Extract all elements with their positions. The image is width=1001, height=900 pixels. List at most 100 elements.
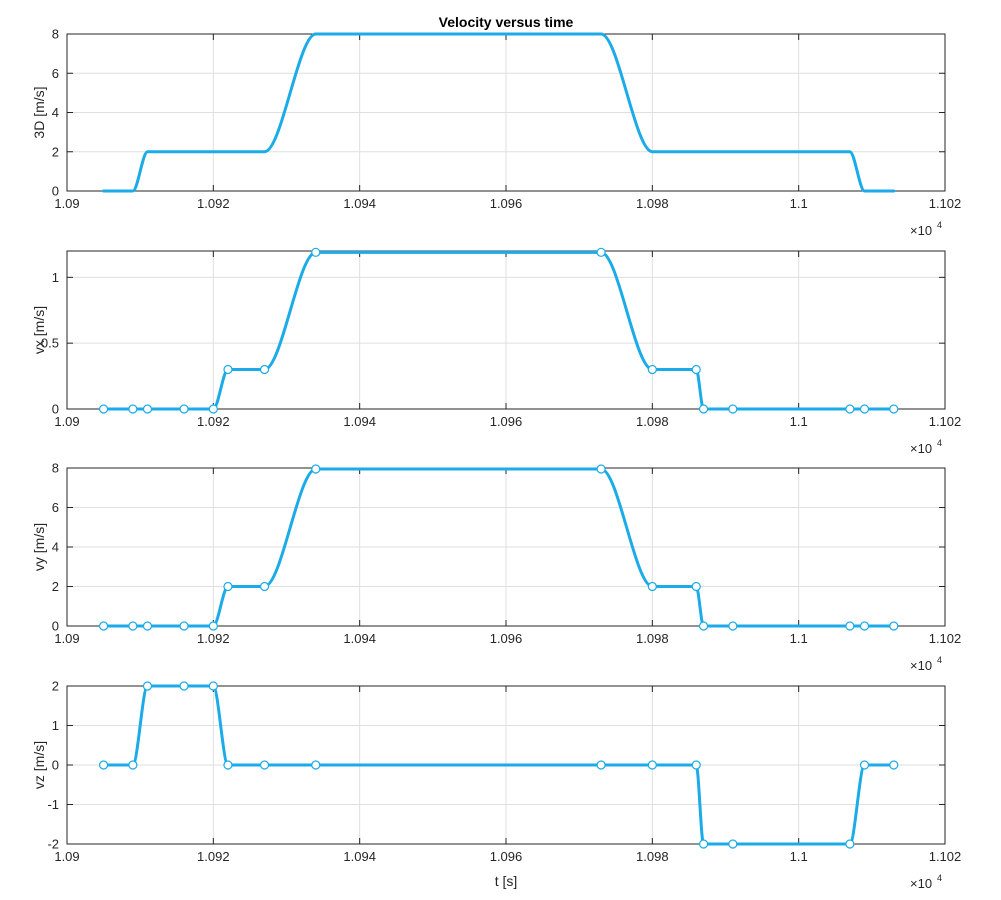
- y-tick-label: 6: [52, 66, 59, 81]
- x-exponent-power: 4: [937, 438, 942, 448]
- data-point: [311, 760, 321, 770]
- data-point: [128, 760, 138, 770]
- data-point: [142, 681, 153, 691]
- data-point: [128, 621, 138, 631]
- data-point: [128, 404, 138, 414]
- y-tick-label: 2: [52, 579, 59, 594]
- data-point: [98, 760, 109, 770]
- x-tick-label: 1.1: [790, 414, 808, 429]
- x-tick-label: 1.102: [929, 849, 962, 864]
- data-point: [889, 404, 899, 414]
- data-point: [596, 247, 606, 257]
- data-point: [647, 364, 657, 375]
- subplot-4: 1.09 1.092 1.094 1.096 1.098 1.1 1.102 ×10 4 -2 -1…: [31, 679, 961, 892]
- x-axis-label: t [s]: [495, 873, 518, 889]
- y-tick-label: 0: [52, 184, 59, 199]
- y-axis-label: 3D [m/s]: [31, 86, 47, 138]
- figure-title: Velocity versus time: [439, 14, 574, 30]
- x-exponent-label: ×10: [910, 876, 932, 891]
- x-exponent-power: 4: [937, 873, 942, 883]
- x-tick-label: 1.092: [197, 196, 230, 211]
- x-exponent-power: 4: [937, 655, 942, 665]
- data-point: [691, 581, 701, 592]
- data-point: [179, 621, 189, 631]
- subplot-1: 1.09 1.092 1.094 1.096 1.098 1.1 1.102 ×10 4 0 2 4 6…: [31, 27, 961, 239]
- y-axis-label: vy [m/s]: [31, 523, 47, 571]
- subplot-3: 1.09 1.092 1.094 1.096 1.098 1.1 1.102 ×10 4 0 2 4 6…: [31, 461, 961, 674]
- x-exponent-label: ×10: [910, 441, 932, 456]
- data-point: [647, 760, 657, 770]
- data-point: [845, 621, 855, 631]
- y-tick-label: 0: [52, 402, 59, 417]
- data-point: [691, 760, 701, 770]
- x-tick-label: 1.098: [636, 631, 669, 646]
- y-tick-label: 8: [52, 27, 59, 42]
- data-point: [98, 621, 109, 631]
- series-line: [102, 684, 896, 846]
- x-exponent-label: ×10: [910, 658, 932, 673]
- x-exponent-label: ×10: [910, 223, 932, 238]
- x-tick-label: 1.096: [490, 196, 523, 211]
- y-tick-label: 2: [52, 679, 59, 694]
- data-point: [647, 581, 657, 592]
- subplot-stack: 1.09 1.092 1.094 1.096 1.098 1.1 1.102×10 40246…: [31, 27, 961, 892]
- data-point: [142, 404, 153, 414]
- data-point: [596, 464, 606, 474]
- subplot-2: 1.09 1.092 1.094 1.096 1.098 1.1 1.102 ×10 4 0 0.5…: [31, 247, 962, 456]
- data-point: [859, 760, 870, 770]
- data-point: [889, 760, 899, 770]
- x-exponent-power: 4: [937, 220, 942, 230]
- data-point: [728, 839, 738, 849]
- y-axis-label: vx [m/s]: [31, 306, 47, 354]
- data-point: [259, 364, 270, 375]
- data-point: [845, 839, 855, 849]
- x-tick-label: 1.096: [490, 849, 523, 864]
- x-tick-label: 1.09: [54, 849, 79, 864]
- y-tick-label: -2: [47, 837, 59, 852]
- x-tick-label: 1.102: [929, 414, 962, 429]
- y-tick-label: 1: [52, 718, 59, 733]
- data-point: [223, 760, 233, 770]
- y-tick-label: -1: [47, 797, 59, 812]
- data-point: [259, 760, 270, 770]
- data-point: [208, 621, 218, 631]
- data-point: [223, 581, 233, 592]
- x-tick-label: 1.094: [343, 631, 376, 646]
- data-point: [179, 681, 189, 691]
- data-point: [98, 404, 109, 414]
- x-tick-label: 1.09: [54, 196, 79, 211]
- x-tick-label: 1.094: [343, 414, 376, 429]
- series-line: [102, 32, 896, 193]
- y-tick-label: 6: [52, 500, 59, 515]
- y-tick-label: 8: [52, 461, 59, 476]
- data-point: [859, 621, 870, 631]
- y-axis-label: vz [m/s]: [31, 741, 47, 789]
- x-tick-label: 1.09: [54, 631, 79, 646]
- data-point: [698, 404, 709, 414]
- data-point: [845, 404, 855, 414]
- data-point: [179, 404, 189, 414]
- data-point: [259, 581, 270, 592]
- x-tick-label: 1.096: [490, 414, 523, 429]
- data-point: [208, 404, 218, 414]
- x-tick-label: 1.098: [636, 849, 669, 864]
- y-tick-label: 4: [52, 540, 59, 555]
- y-tick-label: 0.5: [41, 336, 59, 351]
- data-point: [596, 760, 606, 770]
- x-tick-label: 1.098: [636, 414, 669, 429]
- x-tick-label: 1.092: [197, 414, 230, 429]
- x-tick-label: 1.102: [929, 196, 962, 211]
- x-tick-label: 1.094: [343, 196, 376, 211]
- x-tick-label: 1.1: [790, 196, 808, 211]
- data-point: [859, 404, 870, 414]
- data-point: [698, 839, 709, 849]
- data-point: [698, 621, 709, 631]
- y-tick-label: 2: [52, 144, 59, 159]
- data-point: [691, 364, 701, 375]
- data-point: [728, 621, 738, 631]
- x-tick-label: 1.096: [490, 631, 523, 646]
- data-point: [311, 464, 321, 474]
- x-tick-label: 1.092: [197, 849, 230, 864]
- data-point: [311, 247, 321, 257]
